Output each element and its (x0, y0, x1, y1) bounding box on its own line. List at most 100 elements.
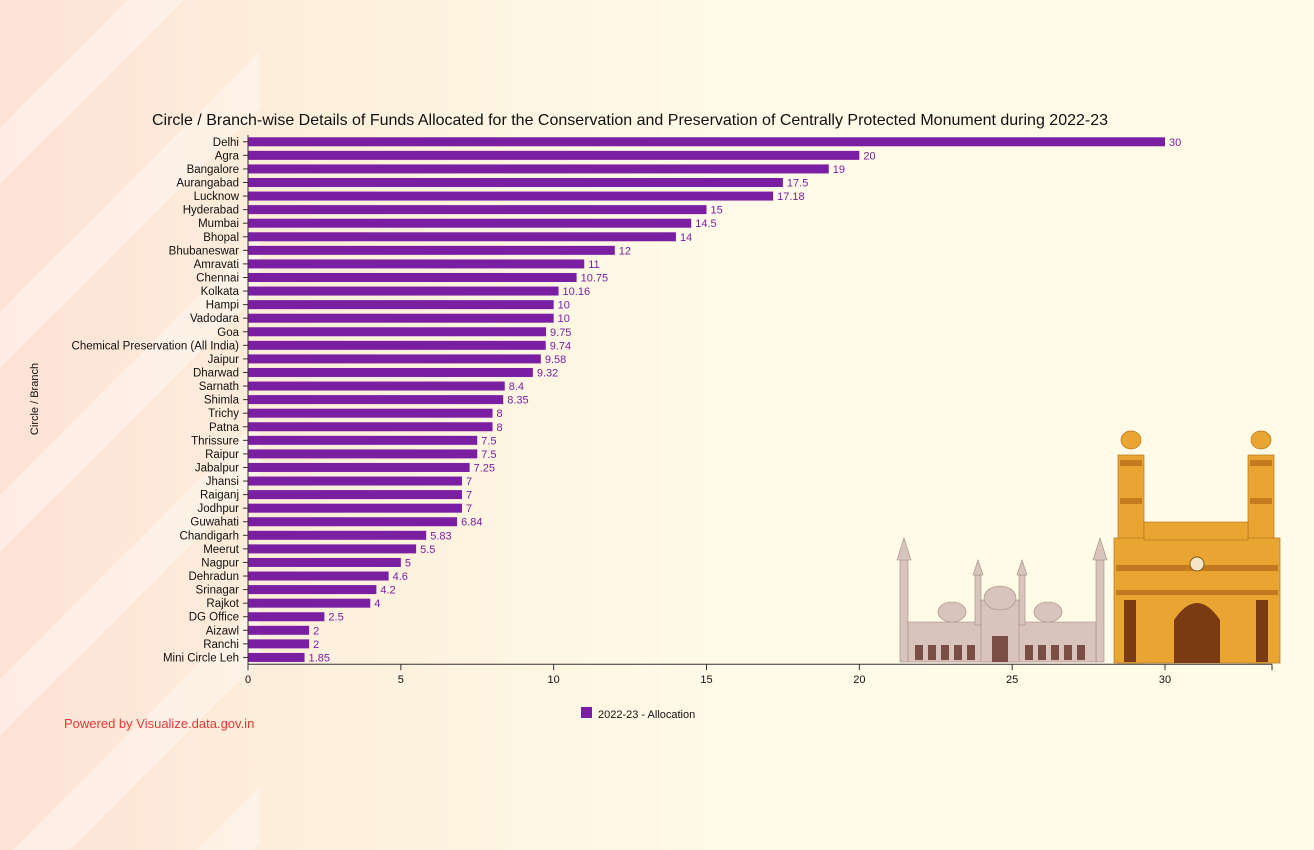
bar[interactable] (248, 585, 377, 595)
bar[interactable] (248, 272, 577, 282)
value-label: 4 (374, 598, 380, 610)
bar[interactable] (248, 625, 310, 635)
category-label: Bangalore (187, 164, 239, 176)
monument-illustration (896, 430, 1281, 664)
bar[interactable] (248, 462, 470, 472)
bar[interactable] (248, 150, 860, 160)
legend: 2022-23 - Allocation (581, 707, 695, 721)
bar[interactable] (248, 381, 505, 391)
value-label: 8 (497, 408, 503, 420)
category-label: Mumbai (198, 218, 239, 230)
value-label: 7.5 (481, 449, 496, 461)
bar[interactable] (248, 286, 559, 296)
value-label: 2.5 (328, 612, 343, 624)
category-label: Jaipur (208, 354, 239, 366)
value-label: 5 (405, 557, 411, 569)
legend-swatch (581, 707, 592, 718)
x-tick-label: 20 (853, 674, 865, 686)
value-label: 8.35 (507, 395, 528, 407)
value-label: 10 (558, 300, 570, 312)
value-label: 5.5 (420, 544, 435, 556)
value-label: 2 (313, 625, 319, 637)
bar[interactable] (248, 137, 1166, 147)
value-label: 8 (497, 422, 503, 434)
bar[interactable] (248, 245, 615, 255)
value-label: 1.85 (309, 652, 330, 664)
category-label: Rajkot (206, 598, 239, 610)
category-label: Hampi (206, 300, 239, 312)
value-label: 14.5 (695, 218, 716, 230)
bar[interactable] (248, 544, 417, 554)
value-label: 9.75 (550, 327, 571, 339)
bar[interactable] (248, 598, 371, 608)
category-label: Trichy (208, 408, 239, 420)
bar[interactable] (248, 490, 462, 500)
bar[interactable] (248, 177, 783, 187)
category-label: Meerut (203, 544, 240, 556)
bar[interactable] (248, 612, 325, 622)
value-label: 5.83 (430, 530, 451, 542)
bar[interactable] (248, 259, 585, 269)
category-label: Goa (217, 327, 239, 339)
category-label: Patna (209, 422, 240, 434)
bar[interactable] (248, 367, 533, 377)
value-label: 11 (588, 259, 599, 271)
bar[interactable] (248, 530, 427, 540)
category-label: Dharwad (193, 367, 239, 379)
bar[interactable] (248, 218, 692, 228)
category-label: Ranchi (203, 639, 239, 651)
bar[interactable] (248, 300, 554, 310)
bar[interactable] (248, 639, 310, 649)
category-label: Shimla (204, 395, 240, 407)
category-label: Raipur (205, 449, 239, 461)
powered-by-credit[interactable]: Powered by Visualize.data.gov.in (64, 716, 255, 731)
bar[interactable] (248, 503, 462, 513)
bar[interactable] (248, 205, 707, 215)
category-label: Jodhpur (197, 503, 239, 515)
x-tick-label: 30 (1159, 674, 1171, 686)
legend-label: 2022-23 - Allocation (598, 709, 695, 721)
bar[interactable] (248, 327, 547, 337)
category-label: Jhansi (206, 476, 239, 488)
x-tick-label: 10 (548, 674, 560, 686)
bar[interactable] (248, 517, 458, 527)
bar[interactable] (248, 232, 676, 242)
category-label: DG Office (189, 612, 239, 624)
category-label: Raiganj (200, 490, 239, 502)
value-labels: 30201917.517.181514.514121110.7510.16101… (309, 137, 1182, 665)
bar[interactable] (248, 354, 541, 364)
category-label: Dehradun (188, 571, 239, 583)
bar[interactable] (248, 571, 389, 581)
value-label: 14 (680, 232, 692, 244)
bars-layer (248, 137, 1166, 662)
value-label: 7 (466, 503, 472, 515)
bar[interactable] (248, 313, 554, 323)
value-label: 4.6 (393, 571, 408, 583)
category-label: Chennai (196, 272, 239, 284)
value-label: 30 (1169, 137, 1181, 149)
category-label: Chandigarh (180, 530, 239, 542)
category-label: Guwahati (190, 517, 239, 529)
category-label: Lucknow (194, 191, 240, 203)
value-label: 4.2 (380, 585, 395, 597)
bar[interactable] (248, 191, 774, 201)
bar[interactable] (248, 408, 493, 418)
category-label: Aurangabad (176, 177, 239, 189)
bar[interactable] (248, 476, 462, 486)
category-label: Bhopal (203, 232, 239, 244)
value-label: 20 (863, 150, 875, 162)
x-tick-label: 5 (398, 674, 404, 686)
bar[interactable] (248, 422, 493, 432)
bar[interactable] (248, 340, 546, 350)
bar[interactable] (248, 652, 305, 662)
bar[interactable] (248, 449, 478, 459)
value-label: 17.18 (777, 191, 805, 203)
value-label: 7 (466, 490, 472, 502)
bar[interactable] (248, 164, 829, 174)
bar[interactable] (248, 395, 504, 405)
bar[interactable] (248, 435, 478, 445)
bar[interactable] (248, 557, 401, 567)
chart-title: Circle / Branch-wise Details of Funds Al… (152, 112, 1108, 129)
